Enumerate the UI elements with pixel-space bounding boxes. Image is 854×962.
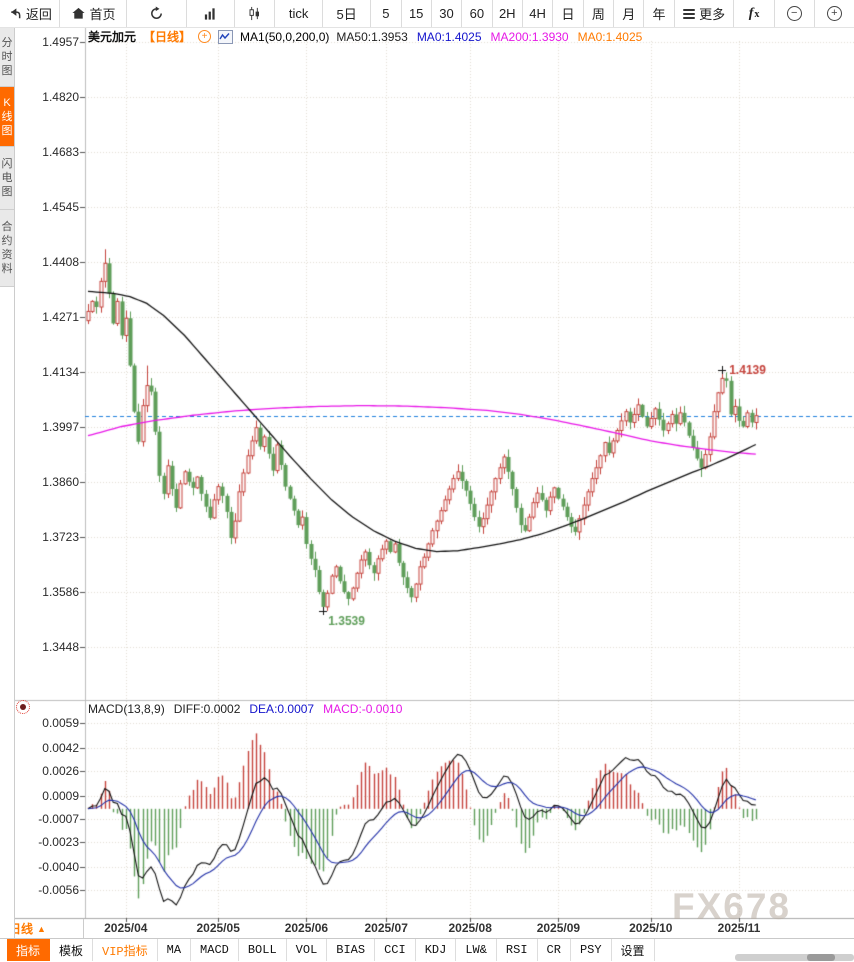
indicator-psy[interactable]: PSY bbox=[571, 939, 612, 961]
fx-icon: fx bbox=[748, 5, 760, 21]
home-icon bbox=[71, 6, 86, 21]
toolbar-m15-button[interactable]: 15 bbox=[402, 0, 432, 27]
triangle-up-icon: ▲ bbox=[37, 923, 46, 934]
toolbar-zoom-in[interactable]: + bbox=[815, 0, 854, 27]
menu-icon bbox=[683, 7, 696, 21]
toolbar-tick-button[interactable]: tick bbox=[275, 0, 324, 27]
toolbar-h4-button[interactable]: 4H bbox=[523, 0, 554, 27]
indicator-指标[interactable]: 指标 bbox=[7, 939, 51, 961]
ma-value: MA0:1.4025 bbox=[416, 29, 482, 44]
toolbar-candle-chart-icon[interactable] bbox=[235, 0, 276, 27]
period-selector[interactable]: 日线 ▲ bbox=[0, 919, 84, 938]
ma-value: MA50:1.3953 bbox=[336, 29, 408, 44]
toolbar-5d-button[interactable]: 5日 bbox=[323, 0, 372, 27]
indicator-boll[interactable]: BOLL bbox=[239, 939, 287, 961]
toolbar-more[interactable]: 更多 bbox=[675, 0, 735, 27]
indicator-lw&[interactable]: LW& bbox=[456, 939, 497, 961]
macd-value: DIFF:0.0002 bbox=[173, 702, 241, 716]
toolbar-fx[interactable]: fx bbox=[734, 0, 775, 27]
toolbar-year-button[interactable]: 年 bbox=[644, 0, 675, 27]
ma-value: MA200:1.3930 bbox=[490, 29, 569, 44]
toolbar-month-button[interactable]: 月 bbox=[614, 0, 645, 27]
indicator-rsi[interactable]: RSI bbox=[497, 939, 538, 961]
toolbar-day-button[interactable]: 日 bbox=[553, 0, 584, 27]
bar-chart-icon bbox=[203, 6, 218, 21]
ma-value: MA0:1.4025 bbox=[577, 29, 643, 44]
toolbar-m60-button[interactable]: 60 bbox=[462, 0, 493, 27]
scrollbar-thumb[interactable] bbox=[807, 954, 835, 961]
toolbar-m5-button[interactable]: 5 bbox=[371, 0, 402, 27]
back-arrow-icon bbox=[7, 6, 22, 21]
zoom-in-icon: + bbox=[826, 6, 842, 21]
sidebar-tab-contract-info[interactable]: 合约资料 bbox=[0, 210, 14, 287]
toolbar-bar-chart-icon[interactable] bbox=[187, 0, 236, 27]
kline-macd-canvas[interactable] bbox=[0, 27, 854, 938]
macd-value: DEA:0.0007 bbox=[249, 702, 315, 716]
ma-settings-label: MA1(50,0,200,0) bbox=[240, 29, 330, 44]
sidebar-tab-lightning[interactable]: 闪电图 bbox=[0, 147, 14, 210]
toolbar-zoom-out[interactable]: − bbox=[775, 0, 815, 27]
top-toolbar: 返回 首页 tick 5日 5 15 30 60 2H 4H 日周月年更多 fx − + bbox=[0, 0, 854, 28]
chart-header: 美元加元 【日线】 + MA1(50,0,200,0) MA50:1.3953 M… bbox=[88, 29, 651, 44]
macd-header: MACD(13,8,9) DIFF:0.0002 DEA:0.0007 MACD:-… bbox=[88, 702, 411, 716]
indicator-vol[interactable]: VOL bbox=[287, 939, 328, 961]
indicator-vip指标[interactable]: VIP指标 bbox=[93, 939, 158, 961]
indicator-settings-icon[interactable] bbox=[16, 700, 30, 714]
zoom-out-icon: − bbox=[786, 6, 802, 21]
period-tag: 【日线】 bbox=[143, 30, 192, 44]
horizontal-scrollbar[interactable] bbox=[735, 954, 854, 961]
chart-style-icon[interactable] bbox=[218, 29, 234, 44]
indicator-macd[interactable]: MACD bbox=[191, 939, 239, 961]
indicator-cr[interactable]: CR bbox=[538, 939, 571, 961]
toolbar-m30-button[interactable]: 30 bbox=[432, 0, 463, 27]
toolbar-home[interactable]: 首页 bbox=[60, 0, 128, 27]
macd-title: MACD(13,8,9) bbox=[88, 702, 165, 716]
indicator-设置[interactable]: 设置 bbox=[612, 939, 655, 961]
sidebar-tab-time-share[interactable]: 分时图 bbox=[0, 27, 14, 87]
indicator-toolbar: 指标 模板 VIP指标 MA MACD BOLL VOL BIAS CCI KDJ LW& RSI CR… bbox=[0, 938, 854, 961]
ma-values: MA50:1.3953 MA0:1.4025 MA200:1.3930 MA0:1.4… bbox=[336, 30, 651, 44]
candles-icon bbox=[247, 6, 262, 21]
symbol-name: 美元加元 bbox=[88, 30, 137, 44]
period-selector-label: 日线 bbox=[9, 922, 34, 936]
macd-value: MACD:-0.0010 bbox=[323, 702, 403, 716]
refresh-icon bbox=[149, 6, 164, 21]
indicator-ma[interactable]: MA bbox=[158, 939, 192, 961]
add-compare-icon[interactable]: + bbox=[198, 30, 212, 43]
toolbar-week-button[interactable]: 周 bbox=[584, 0, 615, 27]
indicator-cci[interactable]: CCI bbox=[375, 939, 416, 961]
indicator-kdj[interactable]: KDJ bbox=[416, 939, 457, 961]
toolbar-back[interactable]: 返回 bbox=[0, 0, 60, 27]
indicator-模板[interactable]: 模板 bbox=[50, 939, 94, 961]
toolbar-h2-button[interactable]: 2H bbox=[493, 0, 523, 27]
macd-values: DIFF:0.0002 DEA:0.0007 MACD:-0.0010 bbox=[174, 702, 412, 716]
toolbar-refresh-icon[interactable] bbox=[127, 0, 188, 27]
indicator-bias[interactable]: BIAS bbox=[327, 939, 376, 961]
